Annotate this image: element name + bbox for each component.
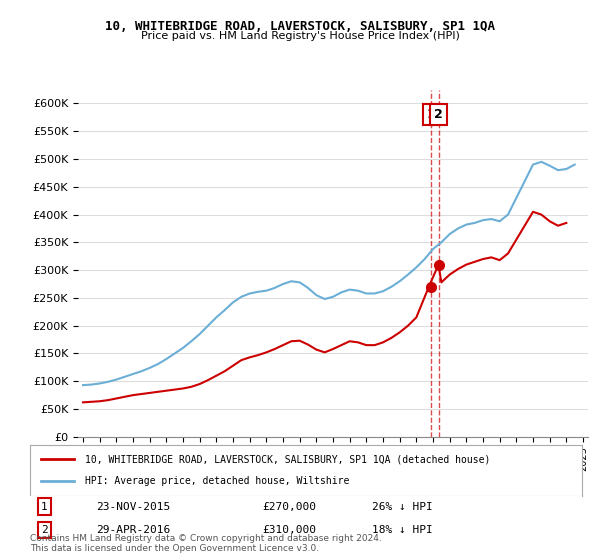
- Text: 1: 1: [427, 108, 436, 121]
- Text: Contains HM Land Registry data © Crown copyright and database right 2024.
This d: Contains HM Land Registry data © Crown c…: [30, 534, 382, 553]
- Text: 18% ↓ HPI: 18% ↓ HPI: [372, 525, 433, 535]
- Text: 2: 2: [41, 525, 48, 535]
- Text: 26% ↓ HPI: 26% ↓ HPI: [372, 502, 433, 512]
- Text: 2: 2: [434, 108, 443, 121]
- Text: £270,000: £270,000: [262, 502, 316, 512]
- Text: 29-APR-2016: 29-APR-2016: [96, 525, 170, 535]
- Text: 10, WHITEBRIDGE ROAD, LAVERSTOCK, SALISBURY, SP1 1QA (detached house): 10, WHITEBRIDGE ROAD, LAVERSTOCK, SALISB…: [85, 454, 491, 464]
- Text: £310,000: £310,000: [262, 525, 316, 535]
- Text: 10, WHITEBRIDGE ROAD, LAVERSTOCK, SALISBURY, SP1 1QA: 10, WHITEBRIDGE ROAD, LAVERSTOCK, SALISB…: [105, 20, 495, 32]
- Text: HPI: Average price, detached house, Wiltshire: HPI: Average price, detached house, Wilt…: [85, 477, 350, 487]
- Text: Price paid vs. HM Land Registry's House Price Index (HPI): Price paid vs. HM Land Registry's House …: [140, 31, 460, 41]
- Text: 1: 1: [41, 502, 48, 512]
- Text: 23-NOV-2015: 23-NOV-2015: [96, 502, 170, 512]
